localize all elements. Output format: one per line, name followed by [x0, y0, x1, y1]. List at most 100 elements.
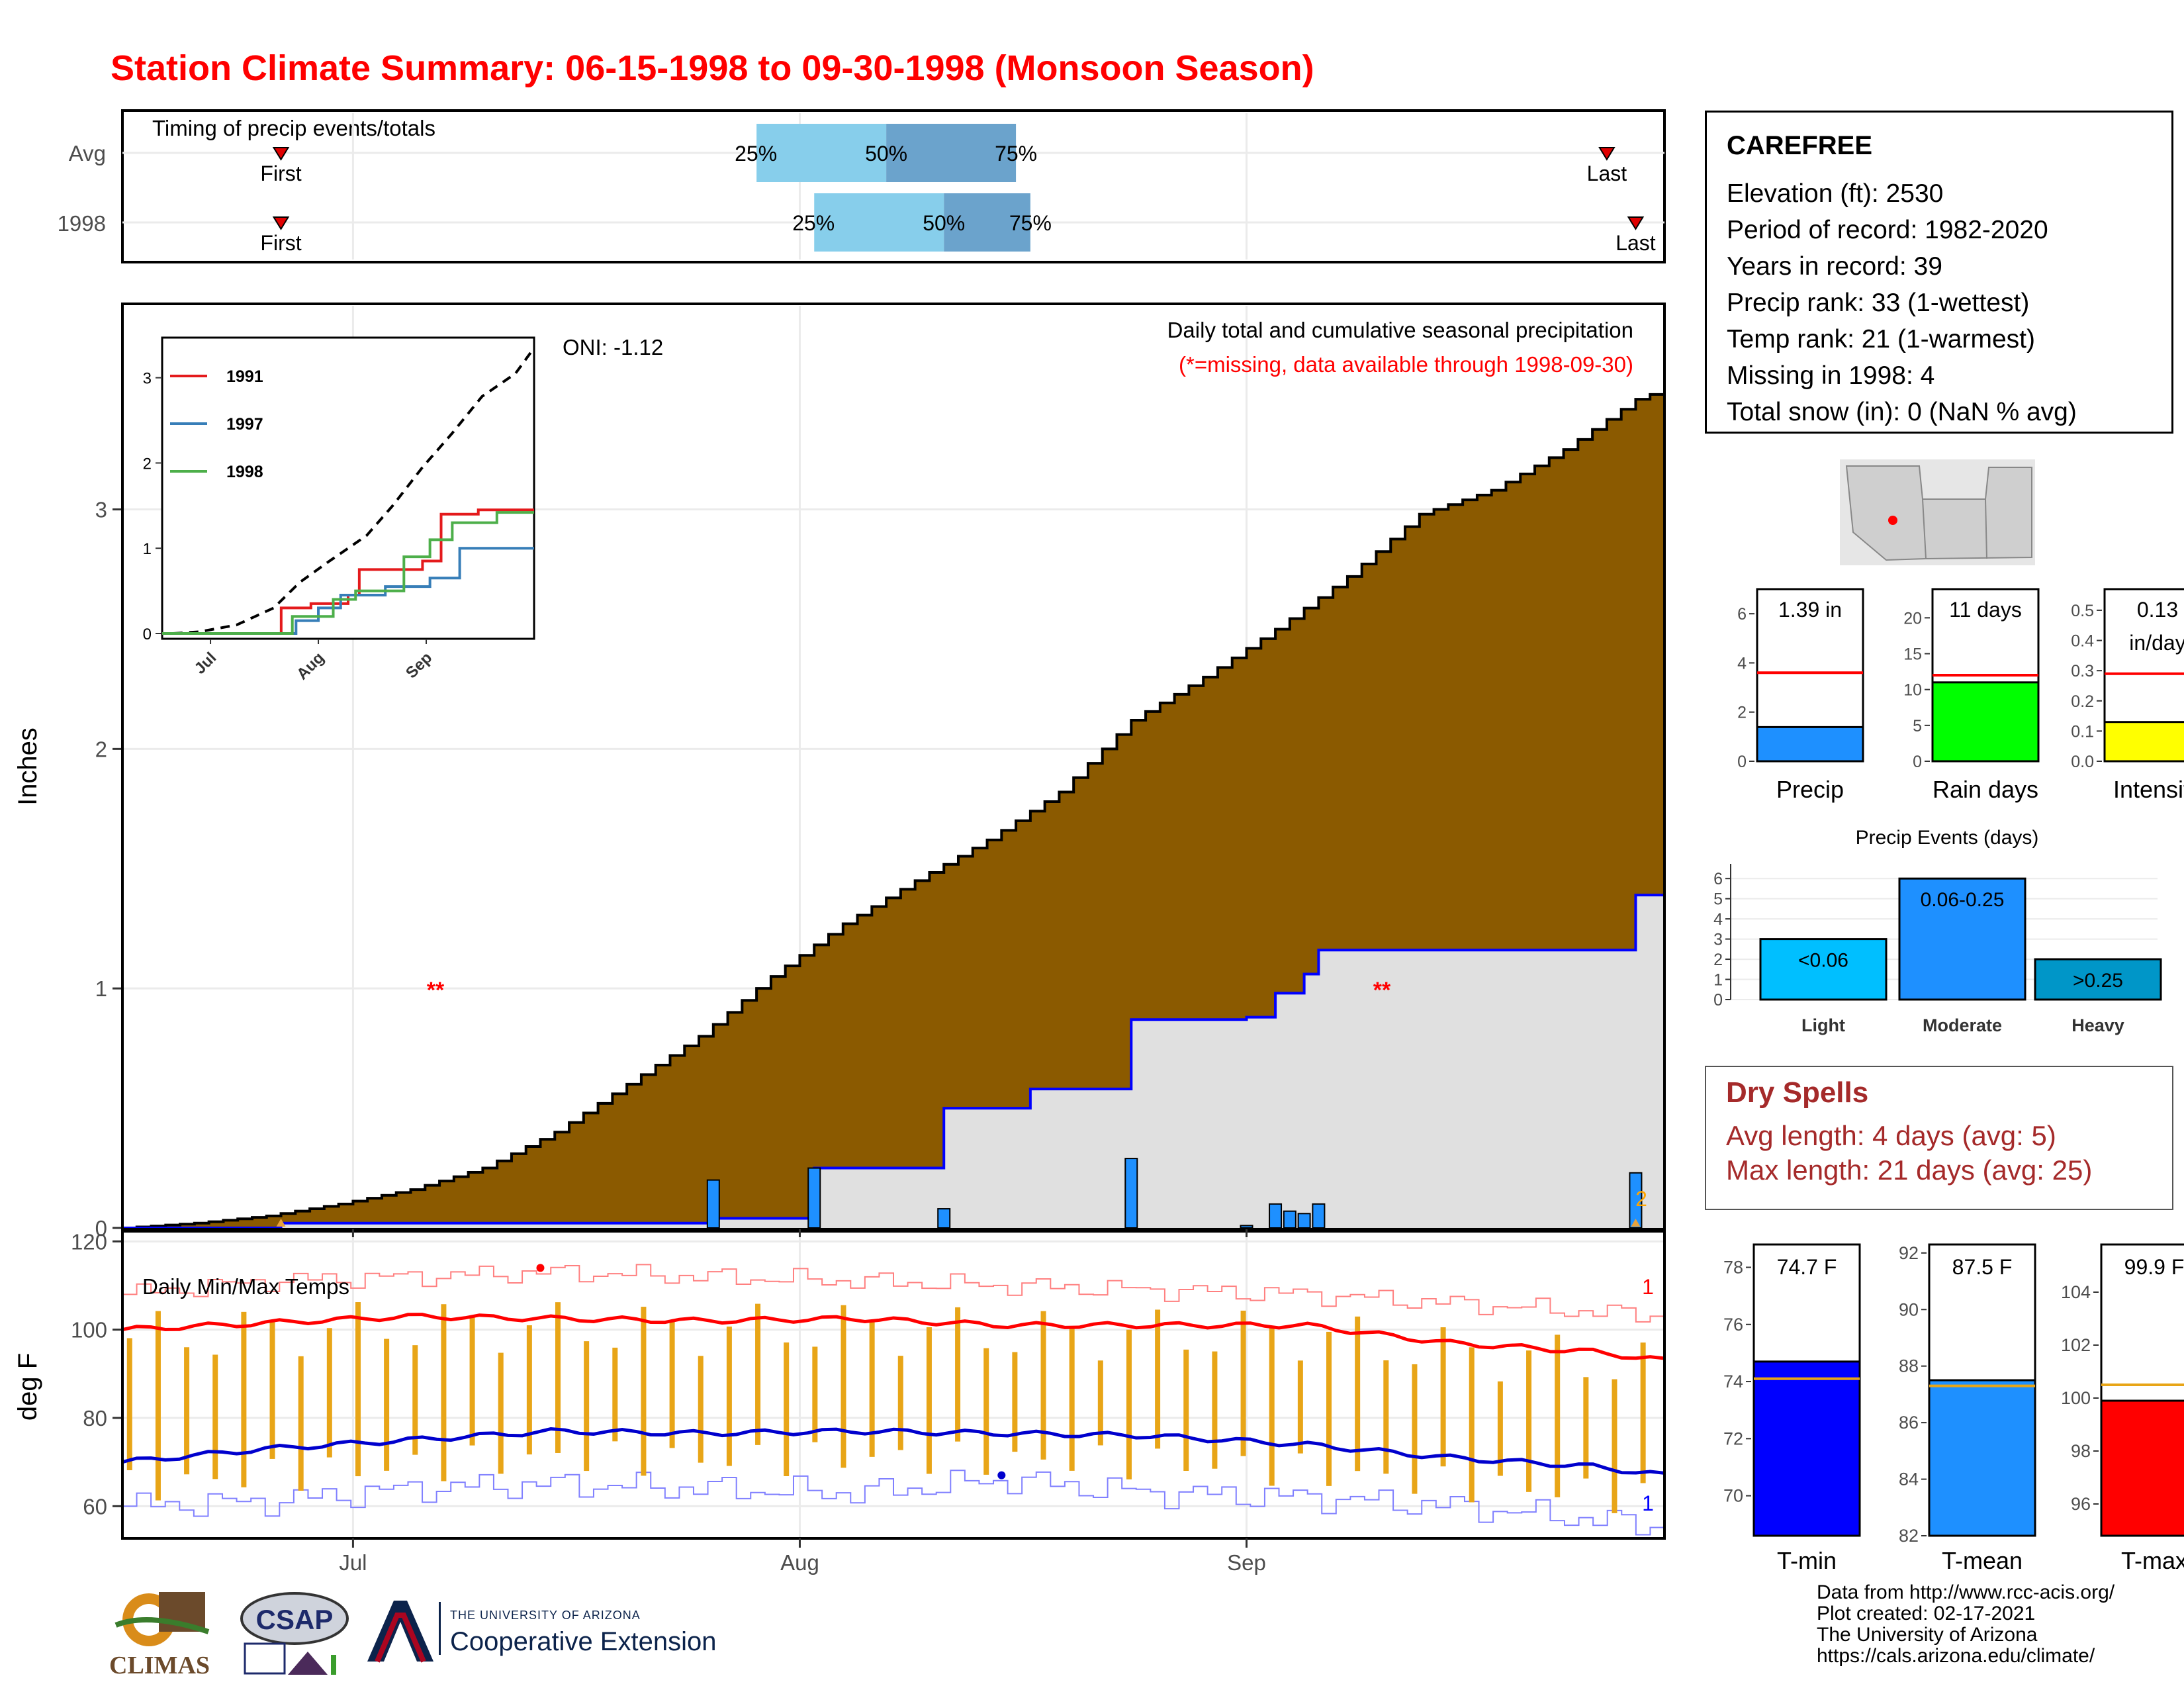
max-record-marker — [536, 1264, 545, 1272]
daily-temp-range-bar — [269, 1321, 275, 1459]
temp-bar-label: T-min — [1777, 1547, 1837, 1574]
temp-corner-bottom: 1 — [1642, 1491, 1654, 1515]
daily-temp-range-bar — [555, 1302, 561, 1453]
daily-precip-bar — [937, 1208, 951, 1229]
station-info-line: Total snow (in): 0 (NaN % avg) — [1727, 398, 2077, 426]
events-category-label: Moderate — [1923, 1015, 2002, 1035]
precip-y-tick-label: 2 — [95, 737, 107, 761]
inset-y-tick-label: 1 — [143, 540, 152, 558]
mini-y-tick-label: 6 — [1737, 605, 1747, 624]
csap-logo: CSAP — [232, 1585, 351, 1685]
mini-y-tick-label: 0.1 — [2071, 722, 2094, 741]
dry-spells-box: Dry Spells Avg length: 4 days (avg: 5) M… — [1705, 1066, 2173, 1210]
daily-temp-range-bar — [355, 1302, 361, 1477]
mini-y-tick-label: 0 — [1913, 753, 1922, 771]
station-lines: Elevation (ft): 2530 Period of record: 19… — [1727, 175, 2171, 430]
temp-bar-label: T-max — [2121, 1547, 2184, 1574]
x-axis-month-label: Sep — [1227, 1550, 1266, 1575]
timing-row-label-avg: Avg — [69, 141, 106, 165]
timing-row-label-1998: 1998 — [58, 211, 106, 236]
inset-y-tick-label: 2 — [143, 455, 152, 473]
daily-precip-bar — [1312, 1203, 1326, 1229]
temp-bar-value-text: 99.9 F — [2124, 1255, 2184, 1279]
year-cumulative-line — [122, 894, 1664, 1229]
precip-corner-count: 2 — [1635, 1187, 1647, 1211]
temp-y-tick-label: 60 — [83, 1494, 107, 1519]
daily-temp-range-bar — [184, 1347, 190, 1475]
temp-bar-y-tick-label: 90 — [1899, 1299, 1919, 1319]
mini-y-tick-label: 5 — [1913, 717, 1922, 735]
record-max-line — [122, 1264, 1665, 1323]
timing-panel-title: Timing of precip events/totals — [152, 116, 435, 140]
mini-bar-label: Rain days — [1933, 776, 2038, 803]
temp-panel-border — [121, 1230, 1666, 1540]
daily-temp-range-bar — [298, 1356, 304, 1491]
station-location-dot — [1888, 516, 1897, 525]
daily-temp-range-bar — [1183, 1349, 1189, 1471]
inset-legend-label: 1991 — [226, 367, 263, 386]
timing-bar-q2 — [944, 193, 1030, 252]
temp-bar-y-tick-label: 76 — [1723, 1315, 1743, 1335]
station-info-line: Precip rank: 33 (1-wettest) — [1727, 289, 2030, 317]
daily-temp-range-bar — [955, 1307, 961, 1442]
temp-bar-y-tick-label: 98 — [2071, 1441, 2091, 1461]
events-bar-label: >0.25 — [2073, 970, 2123, 992]
daily-temp-range-bar — [1640, 1342, 1646, 1483]
temp-bar-y-tick-label: 82 — [1899, 1526, 1919, 1546]
inset-legend-label: 1997 — [226, 415, 263, 434]
dry-spells-max: Max length: 21 days (avg: 25) — [1726, 1154, 2093, 1186]
record-min-line — [122, 1470, 1665, 1536]
daily-temp-range-bar — [1583, 1377, 1589, 1479]
temp-bar-y-tick-label: 72 — [1723, 1429, 1743, 1448]
mini-bar-value-text: 1.39 in — [1778, 598, 1842, 622]
station-info-line: Missing in 1998: 4 — [1727, 361, 1935, 390]
daily-temp-range-bar — [1240, 1310, 1246, 1456]
events-y-tick-label: 0 — [1713, 991, 1723, 1009]
inset-y-tick-label: 0 — [143, 626, 152, 643]
timing-last-label: Last — [1587, 162, 1627, 185]
temp-bar-value — [1752, 1360, 1861, 1537]
daily-temp-range-bar — [641, 1307, 647, 1476]
footer-line: Data from http://www.rcc-acis.org/ — [1817, 1581, 2115, 1603]
events-y-tick-label: 6 — [1713, 870, 1723, 888]
precip-y-tick-label: 3 — [95, 498, 107, 522]
season-summary-bars: 0 2 4 6 1.39 in Precip 0 5 10 15 20 11 days Rain day… — [1737, 588, 2184, 803]
precip-y-tick-label: 0 — [95, 1216, 107, 1241]
daily-temp-range-bar — [384, 1338, 390, 1471]
daily-precip-bar — [1124, 1158, 1138, 1229]
events-y-tick-label: 2 — [1713, 951, 1723, 969]
inset-series-1997 — [162, 547, 534, 635]
mini-bar-label: Precip — [1776, 776, 1844, 803]
climas-logo: CLIMAS — [109, 1585, 215, 1679]
daily-temp-range-bar — [212, 1354, 218, 1479]
events-bar — [2034, 958, 2162, 1001]
daily-temp-range-bar — [812, 1346, 818, 1442]
daily-temp-range-bar — [126, 1338, 132, 1471]
daily-temp-range-bar — [926, 1327, 932, 1474]
daily-temp-range-bar — [983, 1348, 989, 1475]
daily-temp-range-bar — [1155, 1309, 1161, 1449]
inset-series-1998 — [162, 511, 534, 635]
mini-bar-value-text: in/day — [2129, 631, 2184, 655]
footer-line: Plot created: 02-17-2021 — [1817, 1603, 2036, 1624]
x-axis-month-label: Aug — [780, 1550, 819, 1575]
inset-avg-line — [173, 347, 535, 635]
climas-logo-text: CLIMAS — [109, 1652, 210, 1679]
events-y-tick-label: 5 — [1713, 890, 1723, 909]
timing-p75-label: 75% — [995, 142, 1037, 165]
events-category-label: Heavy — [2071, 1015, 2124, 1035]
temp-bar-value — [1928, 1379, 2036, 1537]
temp-bar-y-tick-label: 96 — [2071, 1494, 2091, 1514]
precip-panel: 0 1 2 3 ** ** 2 ONI: -1.12 Daily total and cumul… — [95, 303, 1666, 1241]
mini-bar-value-text: 0.13 — [2137, 598, 2178, 622]
daily-temp-range-bar — [841, 1305, 846, 1468]
temp-panel-title: Daily Min/Max Temps — [142, 1274, 349, 1299]
temp-panel: 60 80 100 120 Daily Min/Max Temps 1 1 — [71, 1229, 1666, 1540]
station-info-line: Temp rank: 21 (1-warmest) — [1727, 325, 2035, 353]
daily-temp-range-bar — [469, 1316, 475, 1446]
events-bar-label: 0.06-0.25 — [1921, 889, 2005, 911]
inset-series-1991 — [162, 508, 534, 635]
timing-bar-q1 — [814, 193, 944, 252]
temp-bar-value-text: 74.7 F — [1777, 1255, 1837, 1279]
daily-temp-range-bar — [1440, 1327, 1446, 1467]
